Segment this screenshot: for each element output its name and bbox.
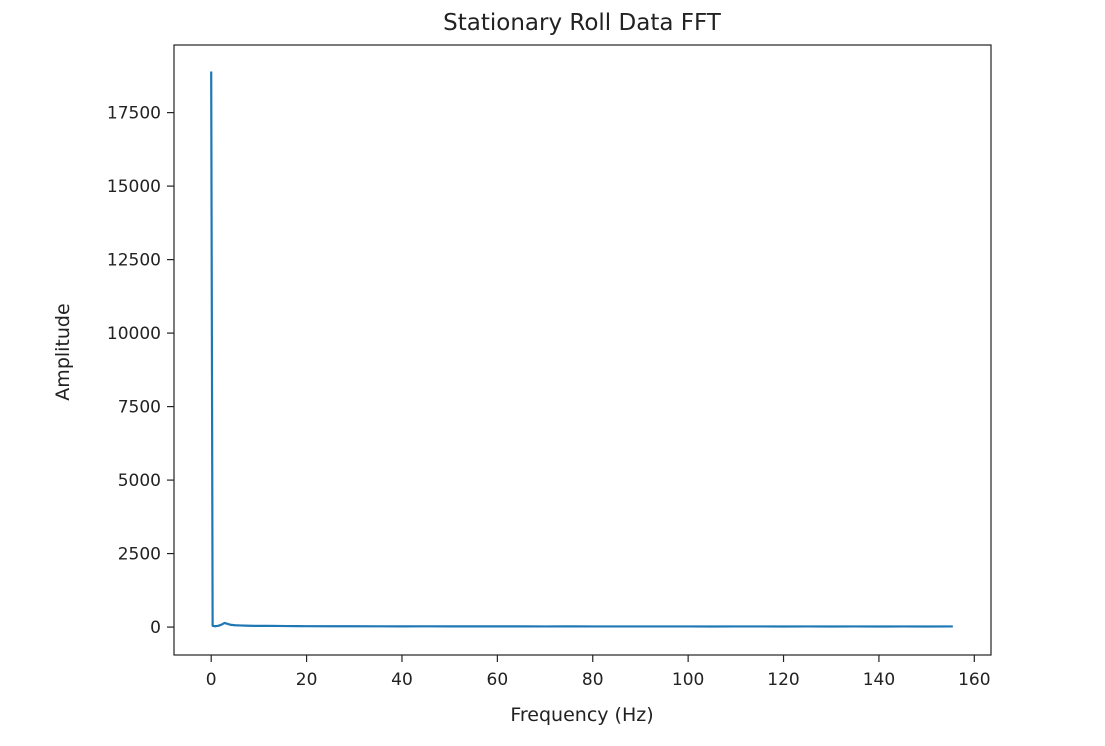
x-tick-label: 60 xyxy=(487,670,509,690)
x-axis-ticks: 0 20 40 60 80 100 120 140 160 xyxy=(206,655,991,690)
x-tick-label: 120 xyxy=(767,670,799,690)
y-tick-label: 10000 xyxy=(107,324,161,344)
x-tick-label: 160 xyxy=(958,670,990,690)
x-tick-label: 80 xyxy=(582,670,604,690)
x-axis-label: Frequency (Hz) xyxy=(510,704,653,726)
amplitude-series-line xyxy=(210,71,953,628)
x-tick-label: 100 xyxy=(672,670,704,690)
x-tick-label: 40 xyxy=(391,670,413,690)
y-tick-label: 2500 xyxy=(118,545,161,565)
y-axis-label: Amplitude xyxy=(52,303,74,400)
y-tick-label: 5000 xyxy=(118,471,161,491)
x-tick-label: 0 xyxy=(206,670,217,690)
y-tick-label: 0 xyxy=(150,618,161,638)
y-tick-label: 7500 xyxy=(118,398,161,418)
chart-title: Stationary Roll Data FFT xyxy=(443,10,722,36)
y-axis-ticks: 0 2500 5000 7500 10000 12500 15000 17500 xyxy=(107,104,174,638)
x-tick-label: 20 xyxy=(296,670,318,690)
plot-area-frame xyxy=(173,44,992,656)
y-tick-label: 17500 xyxy=(107,104,161,124)
x-tick-label: 140 xyxy=(863,670,895,690)
y-tick-label: 15000 xyxy=(107,177,161,197)
y-tick-label: 12500 xyxy=(107,251,161,271)
